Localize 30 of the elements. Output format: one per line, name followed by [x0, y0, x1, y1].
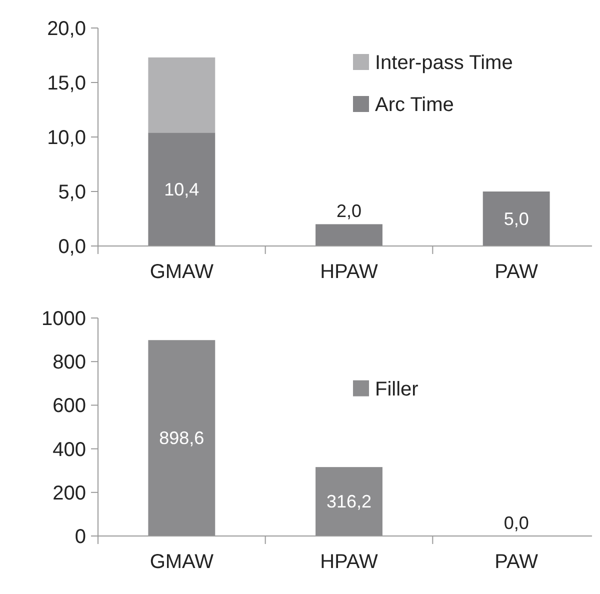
y-tick-label: 20,0 — [47, 18, 86, 40]
data-label: 2,0 — [336, 201, 362, 222]
data-label: 316,2 — [326, 492, 372, 512]
bar — [148, 132, 216, 246]
x-tick-label: GMAW — [150, 551, 214, 573]
legend-label: Inter-pass Time — [375, 52, 513, 74]
y-tick-label: 5,0 — [58, 182, 86, 204]
y-tick-label: 15,0 — [47, 72, 86, 94]
data-label: 10,4 — [164, 179, 200, 200]
x-tick-label: GMAW — [150, 261, 214, 283]
y-tick-label: 10,0 — [47, 127, 86, 149]
x-tick-label: PAW — [494, 551, 538, 573]
y-tick-label: 600 — [52, 395, 86, 418]
x-tick-label: HPAW — [320, 551, 378, 573]
bar — [148, 57, 216, 133]
y-tick-label: 800 — [52, 352, 86, 374]
y-tick-label: 200 — [52, 482, 86, 504]
y-tick-label: 0,0 — [58, 236, 86, 258]
bar — [482, 192, 550, 246]
x-tick-label: HPAW — [320, 261, 378, 283]
data-label: 0,0 — [504, 513, 529, 533]
y-tick-label: 0 — [74, 526, 86, 548]
legend-label: Filler — [375, 378, 419, 400]
legend-label: Arc Time — [375, 94, 454, 116]
y-tick-label: 400 — [52, 438, 86, 461]
data-label: 898,6 — [159, 428, 204, 448]
x-tick-label: PAW — [494, 261, 538, 283]
bar — [316, 224, 382, 246]
y-tick-label: 1000 — [42, 308, 86, 330]
data-label: 5,0 — [504, 208, 529, 229]
